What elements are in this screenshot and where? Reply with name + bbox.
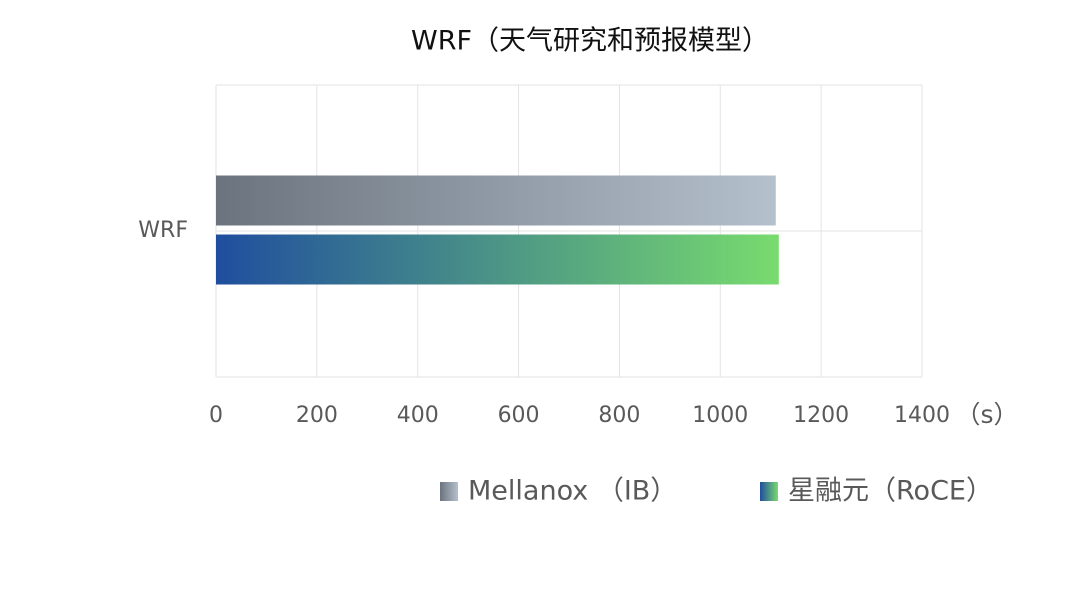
x-axis-label: （s） <box>955 400 1018 429</box>
x-tick-label: 1200 <box>793 403 849 428</box>
chart-title: WRF（天气研究和预报模型） <box>411 26 769 57</box>
x-tick-label: 400 <box>397 403 439 428</box>
legend-swatch <box>440 482 458 501</box>
bar <box>216 175 776 226</box>
x-tick-label: 200 <box>296 403 338 428</box>
legend-label: Mellanox （IB） <box>468 476 677 507</box>
legend-swatch <box>760 482 778 501</box>
legend-label: 星融元（RoCE） <box>788 476 993 507</box>
x-tick-label: 1000 <box>692 403 748 428</box>
x-tick-label: 600 <box>498 403 540 428</box>
x-tick-label: 0 <box>209 403 223 428</box>
y-tick-label: WRF <box>138 218 188 243</box>
x-tick-label: 1400 <box>894 403 950 428</box>
bar <box>216 234 779 285</box>
x-tick-label: 800 <box>598 403 640 428</box>
